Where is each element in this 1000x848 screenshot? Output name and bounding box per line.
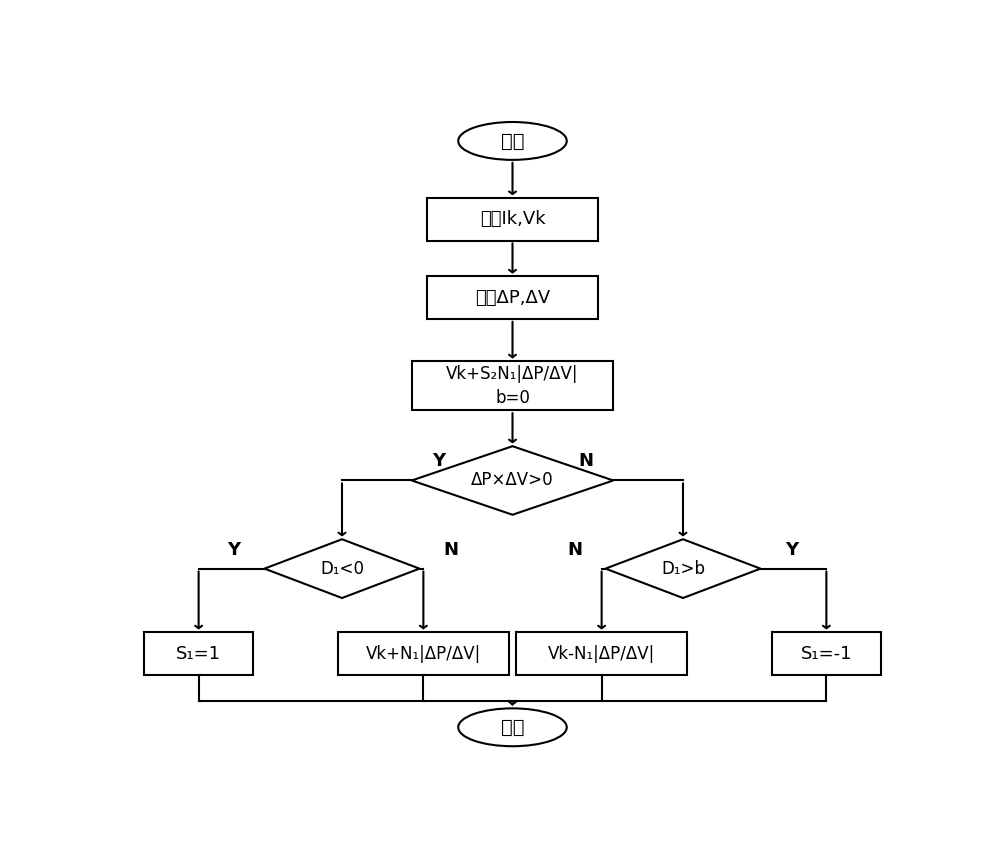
Text: 结束: 结束	[501, 717, 524, 737]
Text: N: N	[443, 541, 458, 560]
Text: N: N	[579, 452, 594, 470]
Text: Y: Y	[227, 541, 240, 560]
Text: ΔP×ΔV>0: ΔP×ΔV>0	[471, 471, 554, 489]
Text: 采样Ik,Vk: 采样Ik,Vk	[480, 210, 545, 228]
Text: 计算ΔP,ΔV: 计算ΔP,ΔV	[475, 288, 550, 307]
Text: Vk+S₂N₁|ΔP/ΔV|
b=0: Vk+S₂N₁|ΔP/ΔV| b=0	[446, 365, 579, 406]
Text: Y: Y	[432, 452, 445, 470]
Text: N: N	[567, 541, 582, 560]
Text: Vk-N₁|ΔP/ΔV|: Vk-N₁|ΔP/ΔV|	[548, 644, 655, 662]
Text: D₁<0: D₁<0	[320, 560, 364, 577]
Text: Y: Y	[785, 541, 798, 560]
Text: 开始: 开始	[501, 131, 524, 150]
Text: S₁=-1: S₁=-1	[801, 644, 852, 662]
Text: D₁>b: D₁>b	[661, 560, 705, 577]
Text: S₁=1: S₁=1	[176, 644, 221, 662]
Text: Vk+N₁|ΔP/ΔV|: Vk+N₁|ΔP/ΔV|	[366, 644, 481, 662]
